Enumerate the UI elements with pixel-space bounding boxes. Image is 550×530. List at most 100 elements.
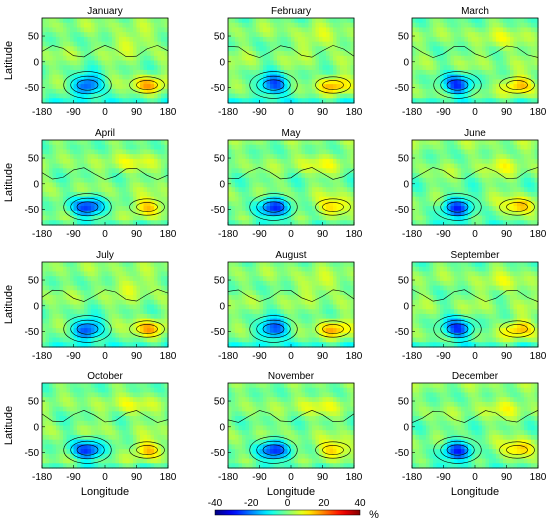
heatmap-cell [150,266,155,273]
heatmap-cell [517,18,522,24]
heatmap-cell [259,158,264,165]
heatmap-cell [154,290,159,296]
heatmap-cell [119,201,124,207]
x-tick-label: -90 [436,229,451,240]
heatmap-cell [42,93,47,99]
heatmap-cell [129,337,134,343]
heatmap-cell [475,27,480,33]
heatmap-cell [52,187,57,193]
heatmap-cell [482,187,487,193]
heatmap-cell [263,187,268,193]
heatmap-cell [350,36,355,43]
heatmap-cell [291,41,296,47]
heatmap-cell [150,46,155,52]
heatmap-cell [506,220,511,226]
heatmap-cell [84,342,89,348]
heatmap-cell [101,262,106,268]
heatmap-cell [101,69,106,76]
heatmap-cell [122,182,127,188]
heatmap-cell [164,144,169,151]
heatmap-cell [266,79,271,85]
heatmap-cell [63,88,68,95]
heatmap-cell [517,41,522,47]
heatmap-cell [454,206,459,212]
heatmap-cell [112,69,117,76]
heatmap-cell [429,173,434,179]
heatmap-cell [252,79,257,85]
heatmap-cell [91,271,96,277]
heatmap-cell [70,342,75,348]
heatmap-cell [419,46,424,52]
heatmap-cell [440,55,445,62]
heatmap-cell [73,201,78,207]
heatmap-cell [105,84,110,90]
heatmap-cell [80,196,85,202]
heatmap-cell [122,168,127,174]
heatmap-cell [49,309,54,315]
heatmap-cell [66,215,71,221]
heatmap-cell [87,144,92,151]
heatmap-cell [101,154,106,160]
heatmap-cell [249,332,254,339]
panel-title: July [96,250,114,261]
heatmap-cell [482,158,487,165]
heatmap-cell [412,88,417,95]
heatmap-cell [161,168,166,174]
heatmap-cell [228,41,233,47]
heatmap-cell [157,313,162,320]
heatmap-cell [77,290,82,296]
heatmap-cell [242,318,247,324]
heatmap-cell [429,98,434,104]
heatmap-cell [340,154,345,160]
y-tick-label: 0 [219,57,225,68]
heatmap-cell [238,88,243,95]
heatmap-cell [499,215,504,221]
heatmap-cell [256,276,261,282]
heatmap-cell [333,93,338,99]
heatmap-cell [433,22,438,29]
heatmap-cell [133,144,138,151]
heatmap-cell [298,69,303,76]
heatmap-cell [164,266,169,273]
heatmap-cell [119,74,124,80]
x-tick-label: 0 [288,107,294,118]
heatmap-cell [98,304,103,310]
heatmap-cell [315,210,320,217]
heatmap-cell [524,196,529,202]
heatmap-cell [87,27,92,33]
heatmap-cell [329,158,334,165]
heatmap-cell [436,149,441,155]
heatmap-cell [482,32,487,38]
heatmap-cell [256,295,261,301]
heatmap-cell [115,201,120,207]
x-tick-label: 180 [346,229,363,240]
heatmap-cell [105,220,110,226]
heatmap-cell [531,51,536,57]
heatmap-cell [77,337,82,343]
heatmap-cell [475,144,480,151]
heatmap-cell [108,144,113,151]
heatmap-cell [73,182,78,188]
heatmap-cell [277,342,282,348]
heatmap-cell [94,295,99,301]
heatmap-cell [42,271,47,277]
heatmap-cell [461,98,466,104]
heatmap-cell [426,191,431,198]
heatmap-cell [333,210,338,217]
heatmap-cell [242,337,247,343]
heatmap-cell [238,60,243,66]
heatmap-cell [119,332,124,339]
heatmap-cell [270,304,275,310]
heatmap-cell [447,210,452,217]
heatmap-cell [426,65,431,71]
heatmap-cell [98,98,103,104]
heatmap-cell [136,332,141,339]
heatmap-cell [252,18,257,24]
heatmap-cell [228,295,233,301]
heatmap-cell [347,140,352,146]
heatmap-cell [249,74,254,80]
heatmap-cell [42,337,47,343]
heatmap-cell [478,36,483,43]
heatmap-cell [510,173,515,179]
heatmap-cell [77,266,82,273]
